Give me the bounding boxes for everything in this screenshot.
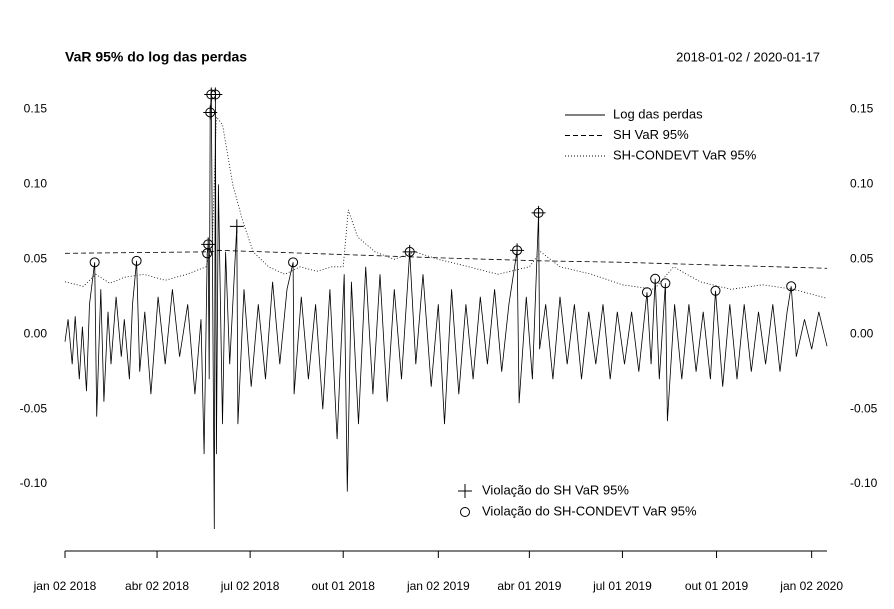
y-tick-label: 0.00 [24,326,48,340]
violation-marker [641,287,652,298]
violation-marker [786,281,797,292]
x-tick-label: abr 02 2018 [125,579,189,593]
legend-label: SH-CONDEVT VaR 95% [613,147,757,162]
legend-label: Violação do SH VaR 95% [482,482,629,497]
y-tick-label: -0.10 [20,476,48,490]
chart-subtitle: 2018-01-02 / 2020-01-17 [676,49,820,64]
violation-marker [131,255,142,266]
y2-tick-label: -0.05 [850,401,878,415]
violation-marker [205,107,216,118]
violation-marker [89,257,100,268]
violation-marker [288,257,299,268]
legend-label: Violação do SH-CONDEVT VaR 95% [482,503,697,518]
violation-marker [660,278,671,289]
y-tick-label: 0.10 [24,177,48,191]
legend-marker [458,484,472,498]
violation-marker [404,246,415,257]
y2-tick-label: -0.10 [850,476,878,490]
series-line [64,94,828,530]
violation-marker [650,273,661,284]
x-tick-label: jul 01 2019 [592,579,652,593]
x-tick-label: out 01 2019 [685,579,749,593]
violation-marker [210,89,221,100]
y2-tick-label: 0.05 [850,251,874,265]
violation-marker [206,89,217,100]
y2-tick-label: 0.00 [850,326,874,340]
x-tick-label: out 01 2018 [312,579,376,593]
y-tick-label: 0.15 [24,102,48,116]
x-tick-label: abr 01 2019 [497,579,561,593]
y2-tick-label: 0.10 [850,177,874,191]
chart-title: VaR 95% do log das perdas [65,49,247,65]
violation-marker [533,207,544,218]
y-tick-label: -0.05 [20,401,48,415]
x-tick-label: jan 02 2019 [406,579,470,593]
x-tick-label: jul 02 2018 [220,579,280,593]
x-tick-label: jan 02 2018 [33,579,97,593]
violation-marker [710,285,721,296]
legend-label: Log das perdas [613,106,703,121]
violation-marker [203,239,214,250]
violation-marker [512,245,523,256]
y2-tick-label: 0.15 [850,102,874,116]
legend-marker [460,507,470,517]
violation-marker [229,219,244,234]
legend-label: SH VaR 95% [613,127,689,142]
y-tick-label: 0.05 [24,251,48,265]
x-tick-label: jan 02 2020 [779,579,843,593]
